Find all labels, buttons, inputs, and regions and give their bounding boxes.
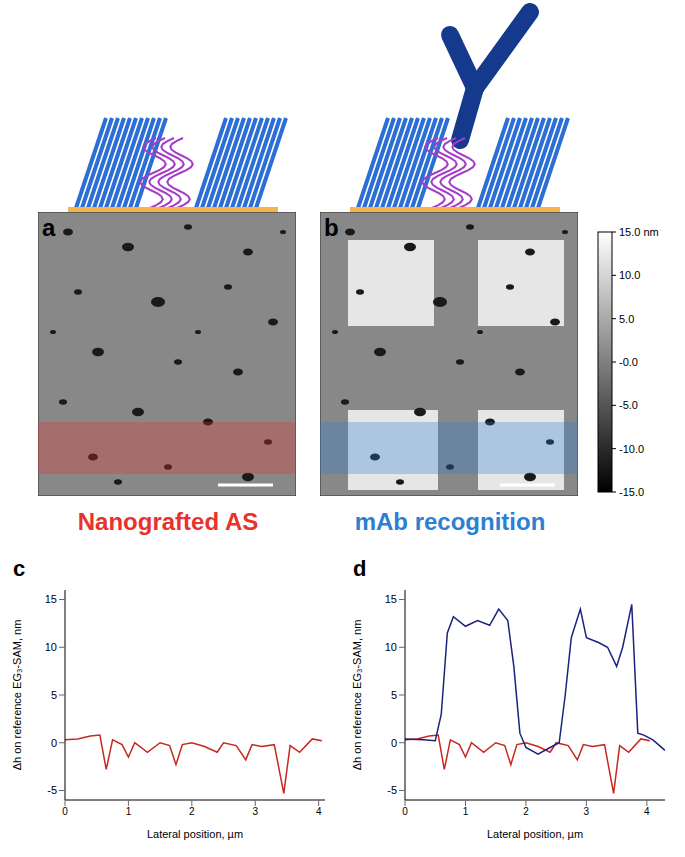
svg-text:5: 5 xyxy=(391,689,397,701)
svg-text:15.0 nm: 15.0 nm xyxy=(619,226,659,238)
svg-text:-5.0: -5.0 xyxy=(619,399,638,411)
svg-text:10: 10 xyxy=(45,641,57,653)
svg-text:-0.0: -0.0 xyxy=(619,356,638,368)
svg-text:Lateral position, µm: Lateral position, µm xyxy=(487,828,583,840)
svg-text:5.0: 5.0 xyxy=(619,313,634,325)
svg-text:0: 0 xyxy=(402,806,408,817)
html-text:b: b xyxy=(324,214,339,241)
html-text:d: d xyxy=(353,556,367,581)
svg-text:15: 15 xyxy=(45,593,57,605)
svg-text:2: 2 xyxy=(189,806,195,817)
svg-text:0: 0 xyxy=(62,806,68,817)
svg-text:10: 10 xyxy=(385,641,397,653)
svg-text:5: 5 xyxy=(51,689,57,701)
svg-text:-5: -5 xyxy=(387,784,397,796)
svg-text:Lateral position, µm: Lateral position, µm xyxy=(147,828,243,840)
svg-text:-10.0: -10.0 xyxy=(619,443,644,455)
svg-text:0: 0 xyxy=(391,737,397,749)
svg-text:Δh on reference EG₃-SAM, nm: Δh on reference EG₃-SAM, nm xyxy=(351,620,363,771)
svg-text:10.0: 10.0 xyxy=(619,269,640,281)
html-text:mAb recognition: mAb recognition xyxy=(354,508,546,535)
svg-text:3: 3 xyxy=(584,806,590,817)
svg-text:0: 0 xyxy=(51,737,57,749)
svg-text:1: 1 xyxy=(126,806,132,817)
svg-text:4: 4 xyxy=(316,806,322,817)
svg-text:15: 15 xyxy=(385,593,397,605)
html-text:a: a xyxy=(42,214,56,241)
svg-text:4: 4 xyxy=(644,806,650,817)
svg-text:3: 3 xyxy=(252,806,258,817)
html-text:c: c xyxy=(13,556,26,581)
svg-text:Δh on reference EG₃-SAM, nm: Δh on reference EG₃-SAM, nm xyxy=(11,620,23,771)
svg-text:-5: -5 xyxy=(47,784,57,796)
svg-text:1: 1 xyxy=(463,806,469,817)
svg-text:-15.0: -15.0 xyxy=(619,486,644,498)
html-text:Nanografted AS: Nanografted AS xyxy=(77,508,259,535)
svg-text:2: 2 xyxy=(523,806,529,817)
